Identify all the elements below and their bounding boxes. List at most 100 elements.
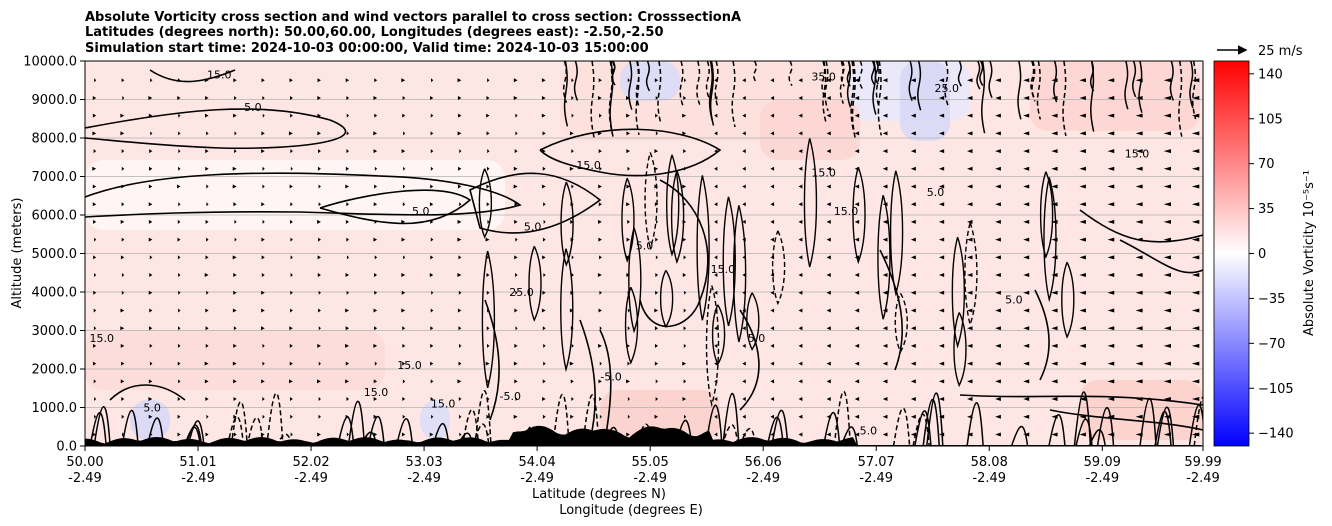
wind-vector: [938, 414, 945, 419]
wind-vector: [654, 166, 659, 171]
wind-vector: [967, 131, 973, 136]
wind-vector: [967, 149, 973, 154]
wind-vector: [233, 326, 237, 331]
wind-vector: [289, 343, 293, 348]
wind-vector: [1163, 219, 1171, 224]
wind-vector: [654, 308, 659, 313]
wind-vector: [120, 308, 125, 313]
wind-vector: [346, 432, 350, 437]
wind-vector: [798, 149, 803, 154]
wind-vector: [177, 95, 181, 100]
wind-vector: [714, 397, 718, 402]
wind-vector: [770, 78, 775, 83]
x-tick-label-lat: 50.00: [66, 455, 103, 470]
wind-vector: [854, 414, 860, 419]
field-patch: [760, 100, 860, 160]
wind-vector: [854, 273, 860, 278]
wind-vector: [148, 290, 153, 295]
colorbar-tick-label: 140: [1258, 67, 1283, 82]
colorbar-tick-label: −140: [1258, 427, 1294, 442]
wind-vector: [457, 273, 462, 278]
wind-vector: [290, 308, 293, 313]
wind-vector: [1107, 184, 1115, 189]
wind-vector: [121, 290, 125, 295]
colorbar-tick-label: −105: [1258, 382, 1294, 397]
contour-line: [964, 222, 978, 327]
wind-vector: [514, 255, 518, 260]
wind-vector: [571, 255, 574, 260]
wind-vector: [487, 308, 490, 313]
wind-vector: [910, 432, 916, 437]
wind-vector: [1107, 326, 1115, 331]
contour-line: [230, 401, 248, 446]
wind-vector: [910, 343, 916, 348]
wind-vector: [487, 149, 490, 154]
wind-vector: [626, 113, 630, 118]
wind-vector: [854, 361, 860, 366]
wind-vector: [1051, 95, 1058, 100]
wind-vector: [513, 414, 518, 419]
wind-vector: [798, 361, 803, 366]
wind-vector: [373, 379, 378, 384]
wind-vector: [290, 166, 293, 171]
wind-vector: [967, 308, 973, 313]
wind-vector: [742, 397, 746, 402]
wind-vector: [1191, 397, 1200, 402]
contour-line: [709, 61, 715, 126]
wind-vector: [770, 273, 775, 278]
contour-line: [926, 392, 944, 446]
wind-vector: [262, 113, 265, 118]
wind-vector: [626, 95, 630, 100]
x-tick-label-lon: -2.49: [520, 471, 554, 486]
wind-vector: [262, 343, 265, 348]
wind-vector: [798, 432, 803, 437]
contour-line: [539, 128, 722, 177]
wind-vector: [682, 397, 687, 402]
wind-vector: [541, 308, 546, 313]
contour-line: [875, 61, 881, 108]
wind-vector: [1023, 308, 1030, 313]
wind-vector: [373, 432, 378, 437]
wind-vector: [882, 273, 888, 278]
wind-vector: [430, 149, 434, 154]
wind-vector: [289, 397, 293, 402]
wind-vector: [205, 432, 209, 437]
wind-vector: [1051, 202, 1058, 207]
wind-vector: [401, 237, 406, 242]
y-tick-label: 8000.0: [32, 132, 78, 147]
wind-vector: [289, 326, 293, 331]
wind-vector: [598, 149, 602, 154]
wind-vector: [882, 202, 888, 207]
wind-vector: [543, 273, 546, 278]
wind-vector: [599, 255, 602, 260]
wind-vector: [654, 326, 659, 331]
wind-vector: [402, 95, 406, 100]
wind-vector: [854, 166, 860, 171]
wind-vector: [714, 113, 718, 118]
contour-line: [1156, 406, 1175, 446]
wind-vector: [541, 78, 546, 83]
x-tick-label-lat: 58.08: [971, 455, 1008, 470]
wind-vector: [910, 379, 916, 384]
wind-vector: [882, 166, 888, 171]
wind-vector: [290, 432, 293, 437]
wind-vector: [233, 113, 237, 118]
wind-vector: [205, 166, 209, 171]
wind-vector: [854, 78, 860, 83]
wind-vector: [149, 432, 153, 437]
wind-vector: [317, 95, 321, 100]
contour-line: [788, 61, 793, 87]
wind-vector: [570, 379, 574, 384]
wind-vector: [683, 166, 687, 171]
colorbar-tick-label: 70: [1258, 157, 1275, 172]
contour-line: [560, 248, 574, 373]
wind-vector: [178, 379, 181, 384]
wind-vector: [995, 308, 1001, 313]
wind-vector: [571, 184, 574, 189]
wind-vector: [882, 290, 888, 295]
wind-vector: [318, 202, 321, 207]
wind-vector: [1107, 361, 1115, 366]
wind-vector: [486, 432, 490, 437]
wind-vector: [882, 184, 888, 189]
wind-vector: [1163, 290, 1171, 295]
